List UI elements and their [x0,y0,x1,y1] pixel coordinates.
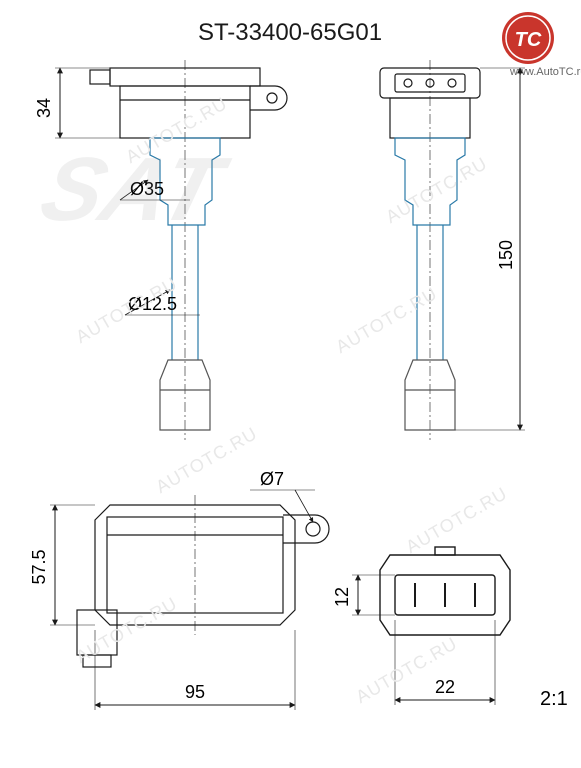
dim-22: 22 [435,677,455,697]
dim-12: 12 [332,587,352,607]
view-side-right: 150 [380,60,525,440]
logo-text: TC [515,29,542,51]
view-top: Ø7 57.5 95 [29,469,329,710]
dim-150: 150 [496,240,516,270]
dim-95: 95 [185,682,205,702]
scale-note: 2:1 [540,688,568,710]
dim-dia12-5: Ø12.5 [128,294,177,314]
view-side-left: 34 Ø35 [34,60,287,440]
technical-drawing: ST-33400-65G01 TC www.AutoTC.ru 34 [0,0,581,768]
dim-57-5: 57.5 [29,549,49,584]
sat-logo-watermark: SAT [31,139,238,239]
view-connector: 12 22 2:1 [332,547,568,710]
dim-dia7: Ø7 [260,469,284,489]
dim-34: 34 [34,98,54,118]
svg-text:SAT: SAT [31,139,238,239]
part-number: ST-33400-65G01 [198,19,382,46]
